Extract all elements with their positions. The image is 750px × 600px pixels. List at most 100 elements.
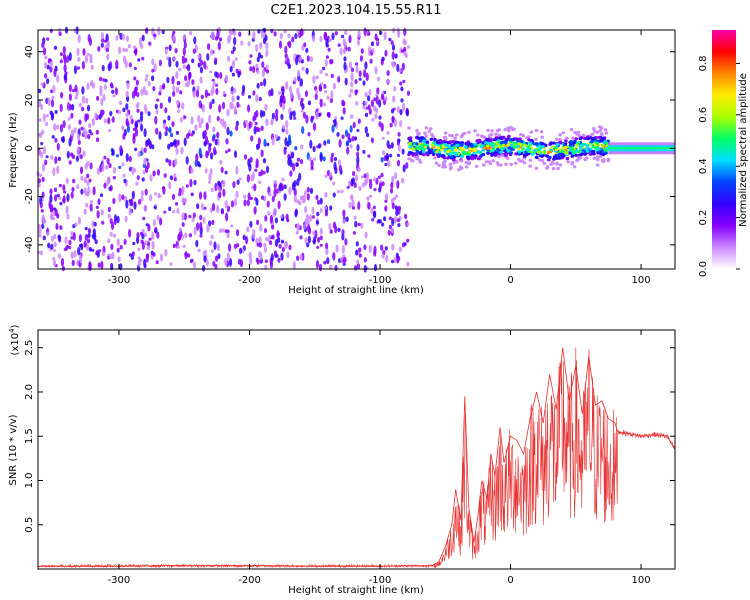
spectrogram-cell [145,27,149,35]
spectrogram-cell [463,145,468,149]
spectrogram-cell [141,233,145,240]
spectrogram-cell [181,55,185,61]
spectrogram-cell [56,193,60,198]
spectrogram-cell [344,238,348,246]
spectrogram-cell [201,104,205,113]
spectrogram-cell [40,103,44,110]
spectrogram-cell [101,220,105,225]
spectrogram-cell [183,137,187,147]
spectrogram-cell [341,34,345,39]
spectrogram-cell [121,194,125,200]
spectrogram-cell [306,220,310,225]
spectrogram-cell [422,139,426,144]
snr-y-label: SNR (10 * v/v) [8,414,19,485]
spectrogram-cell [143,258,147,268]
spectrogram-cell [260,149,264,158]
spectrogram-cell [199,66,203,74]
spectrogram-cell [278,91,282,95]
spectrogram-cell [56,165,60,175]
spectrogram-cell [249,220,253,228]
x-tick-label: 0 [507,275,513,286]
spectrogram-cell [464,151,468,156]
spectrogram-cell [340,256,344,262]
spectrogram-cell [253,183,257,192]
spectrogram-cell [147,111,151,117]
spectrogram-cell [210,234,214,240]
spectrogram-cell [218,104,222,113]
spectrogram-cell [248,162,252,172]
spectrogram-cell [408,142,412,146]
spectrogram-cell [306,186,310,193]
spectrogram-cell [76,146,80,155]
spectrogram-cell [317,236,321,243]
spectrogram-cell [84,130,88,138]
spectrogram-cell [167,143,171,150]
spectrogram-cell [604,141,609,145]
spectrogram-cell [325,242,329,249]
spectrogram-cell [171,75,175,85]
spectrogram-cell [324,90,328,94]
spectrogram-cell [298,172,302,181]
spectrogram-cell [169,142,173,147]
spectrogram-cell [117,256,121,263]
spectrogram-cell [356,151,360,157]
spectrogram-cell [364,100,368,106]
spectrogram-cell [195,153,199,162]
spectrogram-cell [76,184,80,190]
spectrogram-cell [39,173,43,178]
spectrogram-cell [436,146,441,150]
spectrogram-cell [393,216,398,224]
spectrogram-cell [309,214,313,222]
spectrogram-cell [371,48,375,53]
spectrogram-cell [256,69,260,74]
spectrogram-cell [111,148,115,156]
spectrogram-cell [122,173,126,178]
spectrogram-cell [56,74,60,83]
spectrogram-cell [589,136,593,140]
spectrogram-cell [263,243,267,248]
spectrogram-cell [71,103,75,111]
spectrogram-cell [351,136,355,142]
spectrogram-cell [278,244,282,249]
spectrogram-cell [220,210,225,215]
spectrogram-cell [85,202,89,208]
spectrogram-cell [78,243,83,248]
spectrogram-cell [88,123,92,129]
colorbar-tick-label: 0.4 [698,158,709,174]
spectrogram-cell [80,188,84,195]
spectrogram-cell [389,188,394,194]
spectrogram-cell [189,178,193,188]
spectrogram-cell [230,90,234,95]
spectrogram-cell [216,116,220,122]
spectrogram-cell [306,242,310,248]
spectrogram-cell [144,77,148,82]
spectrogram-cell [256,219,260,226]
spectrogram-cell [558,141,562,145]
spectrogram-cell [273,188,277,198]
spectrogram-cell [384,96,388,102]
spectrogram-cell [286,218,290,223]
spectrogram-cell [115,35,119,41]
spectrogram-cell [48,58,52,62]
spectrogram-cell [334,225,338,234]
spectrogram-cell [53,241,57,248]
spectrogram-cell [399,109,403,116]
spectrogram-cell [190,116,194,125]
spectrogram-cell [71,259,75,267]
spectrogram-cell [479,154,484,158]
spectrogram-cell [128,207,132,216]
spectrogram-cell [123,55,127,64]
spectrogram-cell [504,153,508,157]
spectrogram-cell [357,222,361,227]
spectrogram-cell [196,203,200,210]
spectrogram-cell [258,180,262,185]
spectrogram-cell [462,131,467,135]
spectrogram-cell [253,206,257,215]
spectrogram-cell [293,77,297,83]
spectrogram-cell [188,233,192,238]
spectrogram-cell [71,88,76,93]
spectrogram-cell [86,160,90,167]
spectrogram-cell [214,83,219,87]
spectrogram-cell [263,246,267,253]
spectrogram-cell [259,81,264,86]
